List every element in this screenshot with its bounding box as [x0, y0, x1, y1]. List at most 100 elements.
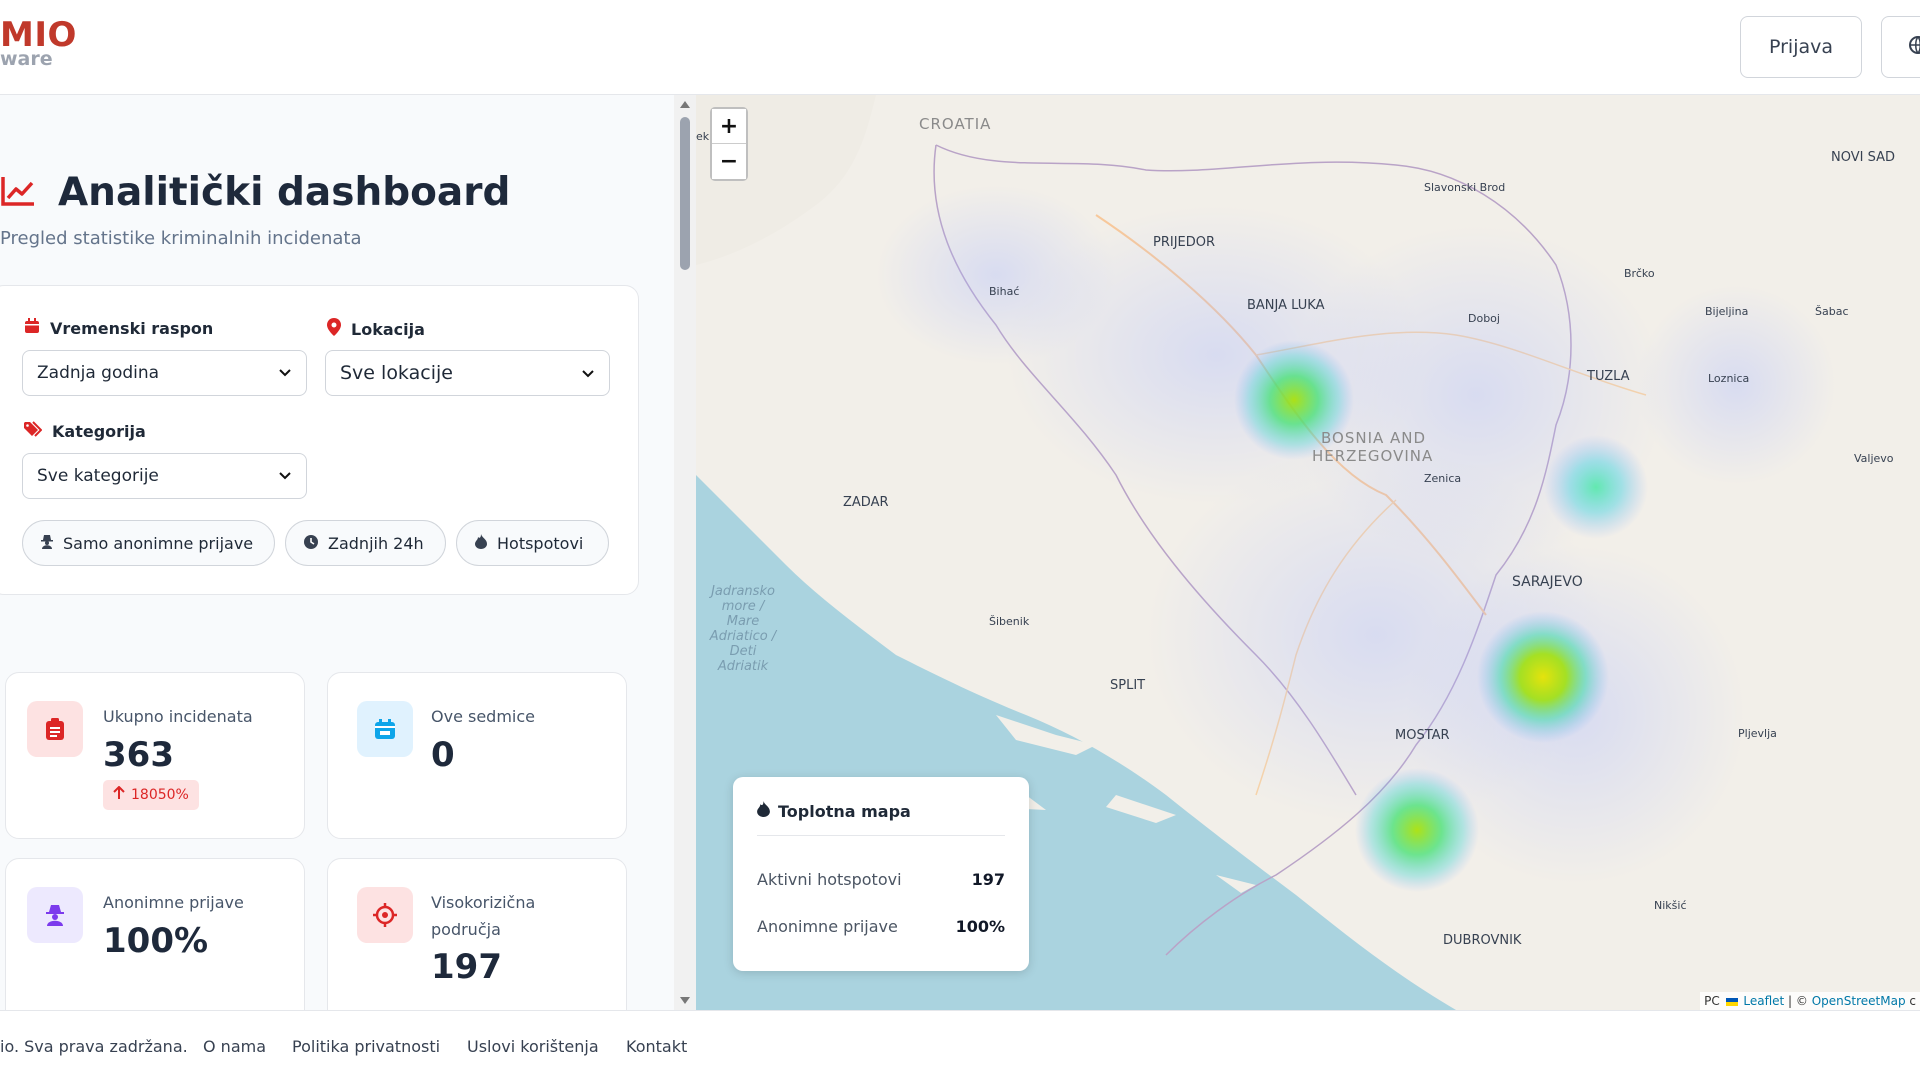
logo-line2: ware [0, 48, 53, 70]
tags-icon [24, 421, 43, 441]
map-label-pljevlja: Pljevlja [1738, 727, 1777, 740]
map-label-dubrovnik: DUBROVNIK [1443, 933, 1522, 948]
calendar-icon [357, 701, 413, 757]
attribution-prefix: PC [1704, 994, 1720, 1008]
heatmap-legend: Toplotna mapa Aktivni hotspotovi 197 Ano… [733, 777, 1029, 971]
stat-label: Anonimne prijave [103, 893, 244, 912]
calendar-icon [24, 318, 40, 338]
footer-copyright: io. Sva prava zadržana. [0, 1037, 188, 1056]
footer-link-contact[interactable]: Kontakt [626, 1037, 688, 1056]
sea-line: more / [721, 599, 765, 614]
stat-card-total: Ukupno incidenata 363 18050% [5, 672, 305, 839]
page-title: Analitički dashboard [0, 170, 510, 215]
header: MIO ware Prijava [0, 0, 1920, 95]
chip-label: Hotspotovi [497, 533, 584, 553]
chip-label: Samo anonimne prijave [63, 533, 254, 553]
attribution-suffix: c [1905, 994, 1916, 1008]
category-value: Sve kategorije [37, 466, 159, 486]
stat-label: Ukupno incidenata [103, 707, 253, 726]
footer-link-terms[interactable]: Uslovi korištenja [467, 1037, 599, 1056]
arrow-up-icon [113, 785, 125, 804]
legend-row-value: 197 [971, 870, 1005, 889]
map-label-valjevo: Valjevo [1854, 452, 1894, 465]
scroll-down-arrow[interactable] [680, 997, 690, 1004]
map-label-slavonski-brod: Slavonski Brod [1424, 181, 1506, 194]
trend-badge: 18050% [103, 780, 199, 810]
leaflet-link[interactable]: Leaflet [1743, 994, 1785, 1008]
stat-label: Ove sedmice [431, 707, 535, 726]
map-label-zadar: ZADAR [843, 495, 889, 510]
logo-line1: MIO [0, 15, 77, 55]
footer-link-about[interactable]: O nama [203, 1037, 267, 1056]
osm-link[interactable]: OpenStreetMap [1811, 994, 1906, 1008]
clipboard-icon [27, 701, 83, 757]
stat-label: Visokorizična područja [431, 893, 536, 939]
map-attribution: PC Leaflet | © OpenStreetMap c [1700, 992, 1920, 1010]
map-label-zenica: Zenica [1424, 472, 1462, 485]
fire-icon [475, 533, 487, 553]
sea-line: Deti [729, 644, 757, 659]
location-label-text: Lokacija [351, 319, 425, 339]
map-label-sabac: Šabac [1815, 305, 1849, 318]
globe-icon [1908, 35, 1920, 59]
zoom-in-button[interactable]: + [712, 109, 746, 144]
map-pin-icon [327, 318, 341, 340]
sea-line: Jadransko [711, 584, 775, 599]
map-label-bih-2: HERZEGOVINA [1312, 447, 1434, 465]
stat-value: 0 [431, 735, 455, 775]
map-label-brcko: Brčko [1624, 267, 1655, 280]
map-label-sarajevo: SARAJEVO [1512, 574, 1583, 590]
map-label-bihac: Bihać [989, 285, 1020, 298]
scroll-up-arrow[interactable] [680, 101, 690, 108]
location-label: Lokacija [327, 318, 425, 340]
language-button[interactable] [1881, 16, 1920, 78]
time-range-select[interactable]: Zadnja godina [22, 350, 307, 396]
logo[interactable]: MIO ware [0, 18, 77, 69]
anonymous-only-chip[interactable]: Samo anonimne prijave [22, 520, 275, 566]
login-button[interactable]: Prijava [1740, 16, 1862, 78]
map-label-tuzla: TUZLA [1587, 369, 1630, 384]
category-label: Kategorija [24, 421, 146, 441]
map-label-split: SPLIT [1110, 678, 1146, 693]
stat-card-anonymous: Anonimne prijave 100% [5, 858, 305, 1038]
clock-icon [304, 534, 318, 553]
chevron-down-icon [278, 466, 292, 486]
location-value: Sve lokacije [340, 362, 453, 384]
panel-scrollbar[interactable] [674, 95, 696, 1010]
zoom-control: + − [710, 107, 748, 181]
footer-link-privacy[interactable]: Politika privatnosti [292, 1037, 441, 1056]
stat-card-week: Ove sedmice 0 [327, 672, 627, 839]
map-label-niksic: Nikšić [1654, 899, 1687, 912]
time-range-value: Zadnja godina [37, 363, 160, 383]
legend-row: Anonimne prijave 100% [757, 917, 1005, 936]
chevron-down-icon [278, 363, 292, 383]
scrollbar-thumb[interactable] [680, 117, 690, 270]
legend-row-value: 100% [955, 917, 1005, 936]
map-label-mostar: MOSTAR [1395, 728, 1450, 743]
category-select[interactable]: Sve kategorije [22, 453, 307, 499]
chevron-down-icon [581, 362, 595, 384]
time-range-label-text: Vremenski raspon [50, 318, 214, 338]
legend-title: Toplotna mapa [757, 801, 911, 821]
legend-row-label: Anonimne prijave [757, 917, 898, 936]
legend-row: Aktivni hotspotovi 197 [757, 870, 1005, 889]
last-24h-chip[interactable]: Zadnjih 24h [285, 520, 446, 566]
legend-title-text: Toplotna mapa [778, 801, 911, 821]
crosshairs-icon [357, 887, 413, 943]
map-label-loznica: Loznica [1708, 372, 1750, 385]
map-label-croatia: CROATIA [919, 115, 992, 133]
heatmap-map[interactable]: CROATIA ek BOSNIA AND HERZEGOVINA NOVI S… [696, 95, 1920, 1010]
map-label-bih-1: BOSNIA AND [1321, 429, 1427, 447]
stat-value: 197 [431, 947, 502, 987]
hotspots-chip[interactable]: Hotspotovi [456, 520, 609, 566]
legend-row-label: Aktivni hotspotovi [757, 870, 902, 889]
user-secret-icon [27, 887, 83, 943]
user-secret-icon [41, 534, 53, 553]
ukraine-flag-icon [1725, 997, 1738, 1006]
location-select[interactable]: Sve lokacije [325, 350, 610, 396]
chip-label: Zadnjih 24h [328, 533, 424, 553]
time-range-label: Vremenski raspon [24, 318, 213, 338]
sea-line: Adriatico / [709, 629, 777, 644]
zoom-out-button[interactable]: − [712, 144, 746, 179]
map-label-prijedor: PRIJEDOR [1153, 235, 1216, 250]
